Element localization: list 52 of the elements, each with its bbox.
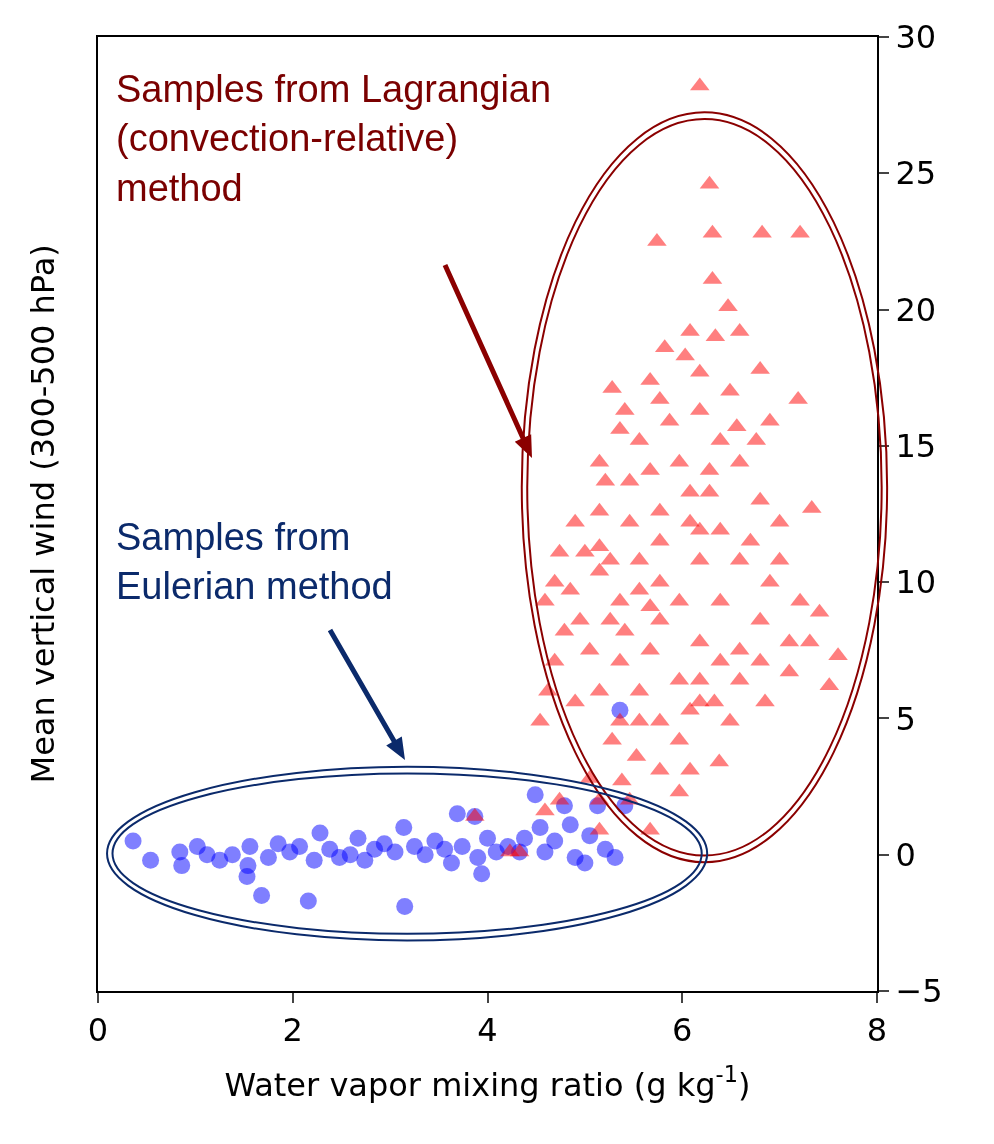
point [291, 838, 309, 856]
y-tick-label: 5 [895, 699, 916, 738]
x-tick-label: 6 [672, 1011, 693, 1050]
point [531, 818, 549, 836]
point [526, 786, 544, 804]
point [349, 829, 367, 847]
point [269, 835, 287, 853]
point [386, 843, 404, 861]
point [223, 846, 241, 864]
point [516, 829, 533, 847]
point [241, 838, 259, 856]
point [448, 805, 466, 823]
point [299, 892, 317, 910]
point [436, 840, 454, 858]
annotation: Samples from Eulerian method [116, 516, 393, 608]
annotation: Samples from Lagrangian (convection-relative) method [116, 68, 552, 209]
x-tick-label: 0 [87, 1011, 109, 1050]
y-tick-label: 25 [895, 154, 937, 193]
point [259, 848, 277, 866]
y-axis-title: Mean vertical wind (300-500 hPa) [24, 244, 63, 784]
point [442, 854, 460, 872]
point [356, 851, 374, 869]
point [253, 887, 271, 905]
point [142, 851, 160, 869]
x-axis-title: Water vapor mixing ratio (g kg$^{-1}$) [224, 1061, 751, 1104]
point [473, 865, 491, 883]
y-tick-label: 10 [895, 563, 937, 602]
point [546, 832, 564, 850]
y-tick-label: 30 [895, 18, 937, 57]
point [305, 851, 323, 869]
point [536, 843, 554, 861]
point [396, 898, 414, 915]
point [606, 848, 624, 866]
point [479, 829, 496, 847]
point [341, 846, 359, 864]
y-tick-label: 0 [895, 835, 916, 874]
x-tick-label: 4 [477, 1011, 498, 1050]
y-tick-label: 15 [895, 427, 937, 466]
point [173, 857, 191, 875]
point [453, 838, 471, 856]
x-tick-label: 2 [282, 1011, 303, 1050]
point [469, 848, 487, 866]
point [239, 857, 257, 875]
point [124, 832, 142, 850]
y-tick-label: 20 [895, 290, 937, 329]
point [395, 818, 413, 836]
x-tick-label: 8 [866, 1011, 888, 1050]
point [576, 854, 594, 872]
point [561, 816, 579, 834]
y-tick-label: −5 [895, 972, 943, 1011]
point [311, 824, 329, 842]
point [416, 846, 434, 864]
